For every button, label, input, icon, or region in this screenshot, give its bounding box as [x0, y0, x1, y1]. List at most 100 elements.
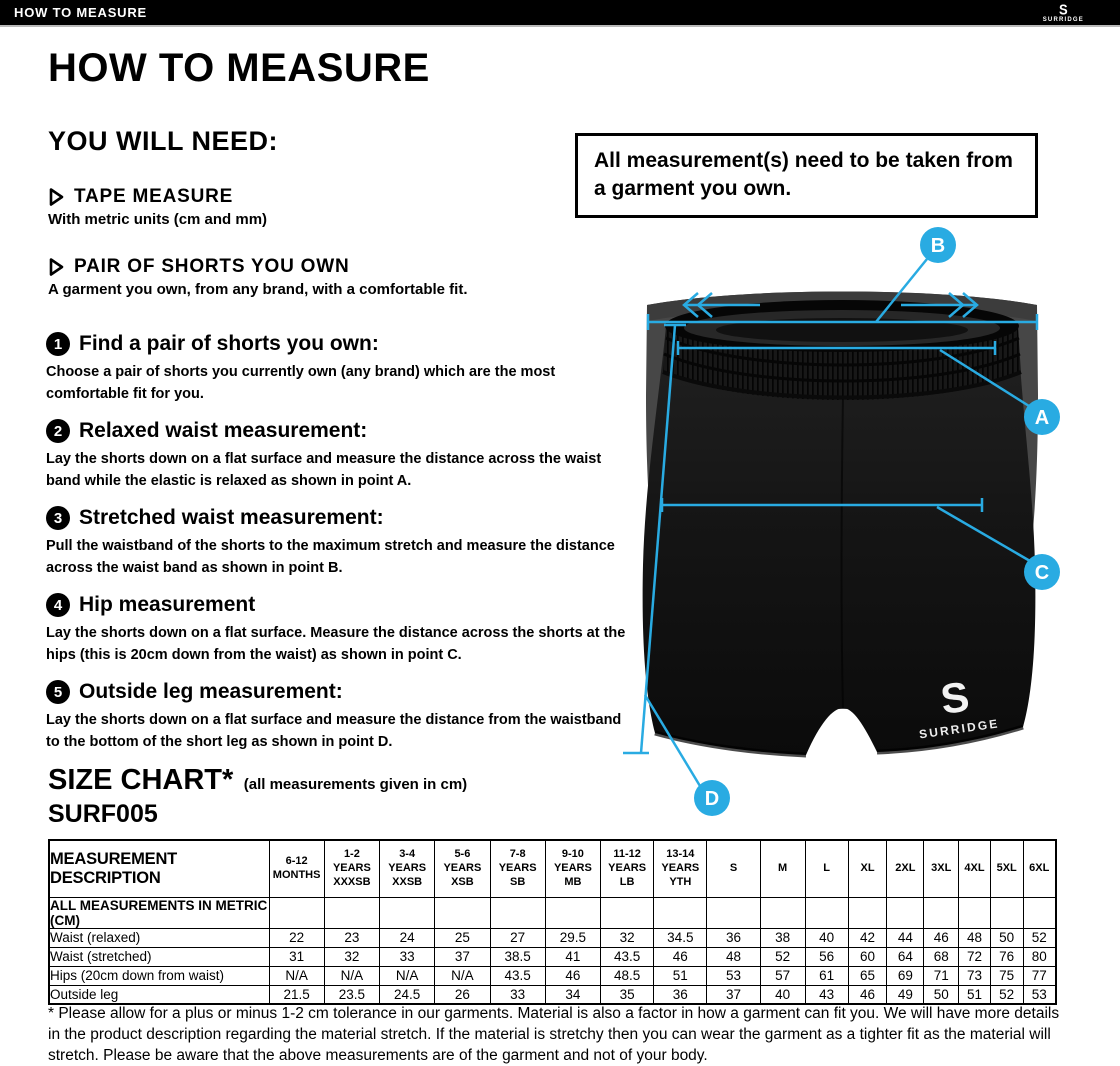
measurement-value-cell: 24	[379, 927, 436, 948]
empty-cell	[379, 896, 436, 929]
step-body: Lay the shorts down on a flat surface an…	[46, 712, 622, 750]
step-2: 2 Relaxed waist measurement: Lay the sho…	[46, 419, 630, 493]
step-title: Hip measurement	[79, 593, 256, 616]
measurement-value-cell: 57	[759, 965, 806, 986]
size-column-header: 13-14 YEARS YTH	[653, 839, 708, 898]
measurement-value-cell: 24.5	[379, 984, 436, 1005]
measurement-value-cell: 38	[759, 927, 806, 948]
measurement-value-cell: N/A	[268, 965, 325, 986]
step-5: 5 Outside leg measurement: Lay the short…	[46, 680, 630, 754]
measurement-value-cell: 37	[706, 984, 761, 1005]
size-column-header: 6-12 MONTHS	[268, 839, 325, 898]
measurement-description-header: MEASUREMENT DESCRIPTION	[48, 839, 270, 898]
size-chart-heading-block: SIZE CHART* (all measurements given in c…	[48, 764, 467, 829]
empty-cell	[759, 896, 806, 929]
measurement-value-cell: 38.5	[489, 946, 546, 967]
measurement-value-cell: 69	[886, 965, 925, 986]
step-body: Lay the shorts down on a flat surface. M…	[46, 625, 626, 663]
size-column-header: L	[804, 839, 849, 898]
measurement-value-cell: 56	[804, 946, 849, 967]
measurement-value-cell: 80	[1022, 946, 1057, 967]
point-d-label: D	[705, 788, 719, 810]
size-column-header: 4XL	[958, 839, 991, 898]
measurement-note: All measurement(s) need to be taken from…	[575, 133, 1038, 218]
measurement-value-cell: 36	[653, 984, 708, 1005]
empty-cell	[653, 896, 708, 929]
measurement-value-cell: 42	[847, 927, 888, 948]
measurement-value-cell: 50	[923, 984, 960, 1005]
need-item-description: A garment you own, from any brand, with …	[48, 281, 468, 298]
need-item-description: With metric units (cm and mm)	[48, 211, 268, 228]
measurement-annotations	[623, 258, 1039, 787]
point-b-marker	[920, 227, 956, 263]
measurement-value-cell: 52	[1022, 927, 1057, 948]
table-row: Waist (stretched) 31 32 33 37 38.5 41 43.5 46 48 5…	[48, 946, 1057, 967]
measurement-value-cell: 61	[804, 965, 849, 986]
point-a-label: A	[1035, 407, 1049, 429]
measurement-value-cell: 51	[958, 984, 991, 1005]
measurement-value-cell: 73	[958, 965, 991, 986]
empty-cell	[1022, 896, 1057, 929]
size-column-header: 7-8 YEARS SB	[489, 839, 546, 898]
measurement-value-cell: 35	[600, 984, 655, 1005]
empty-cell	[886, 896, 925, 929]
surridge-logo: S SURRIDGE	[1043, 2, 1084, 23]
measurement-value-cell: 27	[489, 927, 546, 948]
measurement-value-cell: 33	[489, 984, 546, 1005]
measurement-value-cell: 33	[379, 946, 436, 967]
empty-cell	[706, 896, 761, 929]
measurement-value-cell: 77	[1022, 965, 1057, 986]
measurement-value-cell: 34	[544, 984, 602, 1005]
measurement-row-label: Waist (relaxed)	[48, 927, 270, 948]
measurement-point-labels: B A C D	[694, 227, 1060, 816]
you-will-need-heading: YOU WILL NEED:	[48, 126, 279, 156]
table-row: Waist (relaxed) 22 23 24 25 27 29.5 32 34.5 36 38 4…	[48, 927, 1057, 948]
measurement-value-cell: 43	[804, 984, 849, 1005]
measurement-value-cell: 40	[804, 927, 849, 948]
point-c-marker	[1024, 554, 1060, 590]
measurement-value-cell: 68	[923, 946, 960, 967]
size-chart-title: SIZE CHART*	[48, 764, 234, 796]
measurement-value-cell: 34.5	[653, 927, 708, 948]
triangle-bullet-icon	[49, 188, 64, 206]
empty-cell	[268, 896, 325, 929]
measurement-value-cell: 51	[653, 965, 708, 986]
measurement-value-cell: 65	[847, 965, 888, 986]
measurement-row-label: Waist (stretched)	[48, 946, 270, 967]
triangle-bullet-icon	[49, 258, 64, 276]
size-chart-subtitle: (all measurements given in cm)	[243, 776, 468, 793]
step-title: Relaxed waist measurement:	[79, 419, 368, 442]
need-item-title: PAIR OF SHORTS YOU OWN	[74, 256, 350, 277]
step-4: 4 Hip measurement Lay the shorts down on…	[46, 593, 630, 667]
size-column-header: 6XL	[1022, 839, 1057, 898]
point-b-label: B	[931, 235, 945, 257]
table-row: Hips (20cm down from waist) N/A N/A N/A N/A 4…	[48, 965, 1057, 986]
step-number-badge: 1	[46, 332, 70, 356]
measurement-value-cell: 21.5	[268, 984, 325, 1005]
measurement-value-cell: 71	[923, 965, 960, 986]
measurement-value-cell: N/A	[379, 965, 436, 986]
measurement-value-cell: 75	[989, 965, 1024, 986]
measurement-value-cell: 72	[958, 946, 991, 967]
tolerance-footnote: * Please allow for a plus or minus 1-2 c…	[48, 1005, 1060, 1065]
top-banner: HOW TO MEASURE S SURRIDGE	[0, 0, 1120, 27]
measurement-value-cell: 53	[1022, 984, 1057, 1005]
metric-note-row: ALL MEASUREMENTS IN METRIC (CM)	[48, 896, 1057, 929]
measurement-row-label: Outside leg	[48, 984, 270, 1005]
measurement-value-cell: 46	[923, 927, 960, 948]
step-title: Outside leg measurement:	[79, 680, 343, 703]
step-body: Choose a pair of shorts you currently ow…	[46, 364, 556, 402]
measurement-value-cell: 76	[989, 946, 1024, 967]
measurement-value-cell: N/A	[323, 965, 381, 986]
step-number-badge: 3	[46, 506, 70, 530]
empty-cell	[323, 896, 381, 929]
size-column-header: 9-10 YEARS MB	[544, 839, 602, 898]
measure-line-d	[639, 324, 677, 754]
empty-cell	[923, 896, 960, 929]
step-title: Stretched waist measurement:	[79, 506, 384, 529]
size-column-header: XL	[847, 839, 888, 898]
point-a-marker	[1024, 399, 1060, 435]
measurement-value-cell: 23.5	[323, 984, 381, 1005]
size-column-header: 2XL	[886, 839, 925, 898]
measurement-value-cell: 32	[323, 946, 381, 967]
